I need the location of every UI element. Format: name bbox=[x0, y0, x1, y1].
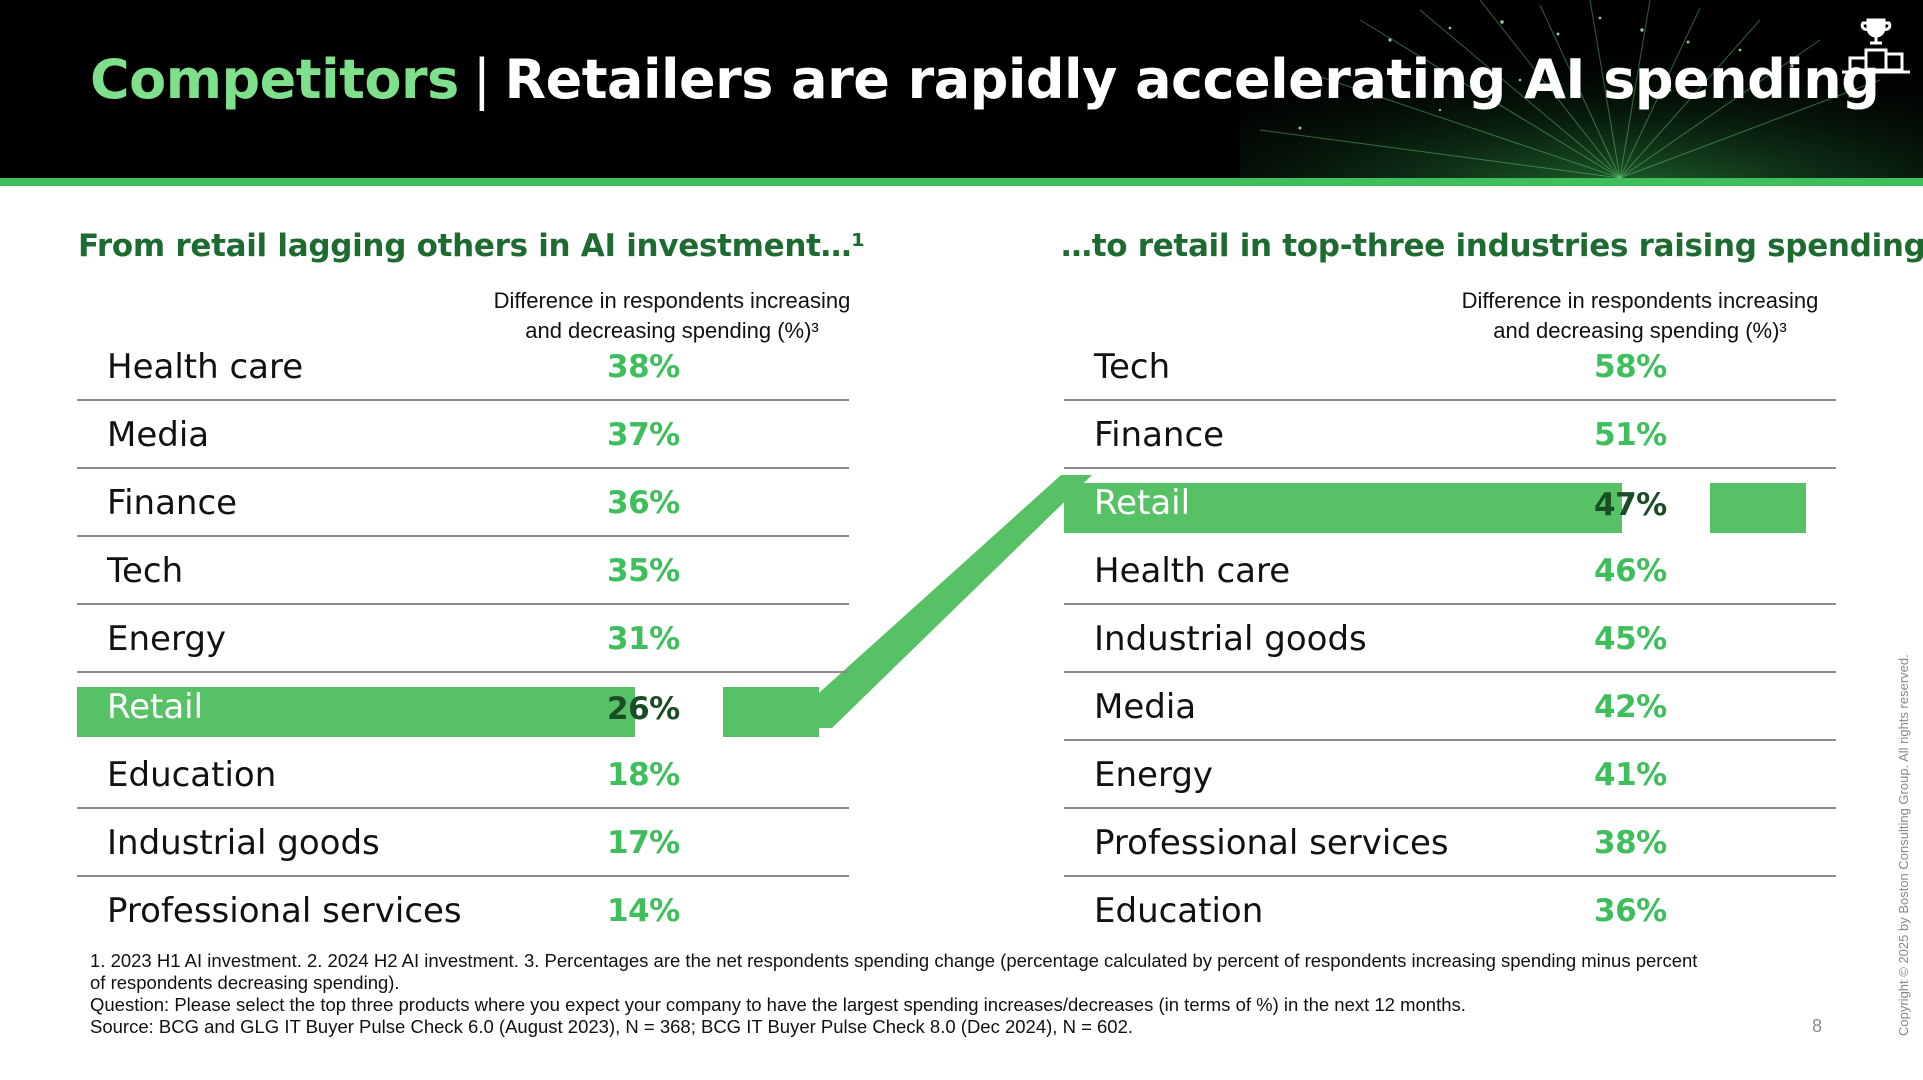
right-table-row: Health care 46% bbox=[1064, 537, 1836, 605]
left-row-label: Education bbox=[107, 755, 277, 795]
left-row-divider bbox=[77, 399, 849, 401]
right-row-value: 46% bbox=[1594, 553, 1667, 589]
left-table-row: Media 37% bbox=[77, 401, 849, 469]
left-row-value: 38% bbox=[607, 349, 680, 385]
left-row-divider bbox=[77, 603, 849, 605]
right-row-divider bbox=[1064, 603, 1836, 605]
right-row-value: 58% bbox=[1594, 349, 1667, 385]
right-table-row: Industrial goods 45% bbox=[1064, 605, 1836, 673]
left-row-value: 36% bbox=[607, 485, 680, 521]
header-banner: Competitors | Retailers are rapidly accele… bbox=[0, 0, 1923, 178]
right-panel-title: …to retail in top-three industries raisi… bbox=[1061, 228, 1923, 264]
title-accent: Competitors bbox=[90, 48, 459, 111]
question-note: Question: Please select the top three pr… bbox=[90, 994, 1466, 1015]
right-highlight-bar bbox=[1064, 483, 1622, 533]
left-row-divider bbox=[77, 875, 849, 877]
right-row-label: Finance bbox=[1094, 415, 1225, 455]
left-table-row: Retail 26% bbox=[77, 673, 849, 741]
left-table-row: Finance 36% bbox=[77, 469, 849, 537]
right-row-value: 38% bbox=[1594, 825, 1667, 861]
trophy-podium-icon bbox=[1842, 18, 1910, 74]
left-table-row: Professional services 14% bbox=[77, 877, 849, 945]
left-row-divider bbox=[77, 467, 849, 469]
source-note: Source: BCG and GLG IT Buyer Pulse Check… bbox=[90, 1016, 1134, 1037]
right-table-row: Professional services 38% bbox=[1064, 809, 1836, 877]
right-ranking-table: Tech 58% Finance 51% Retail 47% Health care 46%… bbox=[1064, 333, 1836, 945]
right-row-value: 42% bbox=[1594, 689, 1667, 725]
right-row-label: Industrial goods bbox=[1094, 619, 1367, 659]
right-highlight-bar-end bbox=[1710, 483, 1806, 533]
title-separator: | bbox=[472, 48, 491, 111]
left-row-divider bbox=[77, 807, 849, 809]
right-row-label: Retail bbox=[1094, 483, 1191, 523]
right-table-row: Energy 41% bbox=[1064, 741, 1836, 809]
right-table-row: Media 42% bbox=[1064, 673, 1836, 741]
right-row-value: 36% bbox=[1594, 893, 1667, 929]
left-row-label: Industrial goods bbox=[107, 823, 380, 863]
footnote-line: of respondents decreasing spending). bbox=[90, 972, 400, 993]
right-row-divider bbox=[1064, 807, 1836, 809]
left-row-value: 31% bbox=[607, 621, 680, 657]
left-row-label: Finance bbox=[107, 483, 238, 523]
right-row-divider bbox=[1064, 399, 1836, 401]
title-main: Retailers are rapidly accelerating AI sp… bbox=[504, 48, 1880, 111]
right-column-header: Difference in respondents increasing and… bbox=[1440, 286, 1840, 346]
right-row-divider bbox=[1064, 671, 1836, 673]
copyright-notice: Copyright © 2025 by Boston Consulting Gr… bbox=[1896, 654, 1911, 1036]
left-row-value: 17% bbox=[607, 825, 680, 861]
left-column-header-line2: and decreasing spending (%)³ bbox=[525, 318, 819, 343]
left-highlight-bar-end bbox=[723, 687, 819, 737]
left-table-row: Health care 38% bbox=[77, 333, 849, 401]
left-highlight-bar bbox=[77, 687, 635, 737]
left-row-divider bbox=[77, 671, 849, 673]
right-column-header-line2: and decreasing spending (%)³ bbox=[1493, 318, 1787, 343]
right-table-row: Tech 58% bbox=[1064, 333, 1836, 401]
left-table-row: Industrial goods 17% bbox=[77, 809, 849, 877]
page-number: 8 bbox=[1812, 1016, 1823, 1036]
left-table-row: Tech 35% bbox=[77, 537, 849, 605]
left-row-value: 14% bbox=[607, 893, 680, 929]
right-table-row: Education 36% bbox=[1064, 877, 1836, 945]
right-row-value: 41% bbox=[1594, 757, 1667, 793]
left-row-label: Tech bbox=[107, 551, 184, 591]
right-row-value: 45% bbox=[1594, 621, 1667, 657]
left-panel-title: From retail lagging others in AI investm… bbox=[78, 228, 865, 264]
right-row-label: Media bbox=[1094, 687, 1197, 727]
right-row-label: Tech bbox=[1094, 347, 1171, 387]
left-row-value: 18% bbox=[607, 757, 680, 793]
right-row-label: Energy bbox=[1094, 755, 1214, 795]
right-row-divider bbox=[1064, 875, 1836, 877]
right-row-divider bbox=[1064, 467, 1836, 469]
left-row-label: Professional services bbox=[107, 891, 462, 931]
footnotes: 1. 2023 H1 AI investment. 2. 2024 H2 AI … bbox=[90, 950, 1810, 1038]
left-row-divider bbox=[77, 535, 849, 537]
right-column-header-line1: Difference in respondents increasing bbox=[1461, 288, 1819, 313]
page-title: Competitors | Retailers are rapidly accele… bbox=[90, 48, 1880, 128]
left-row-value: 26% bbox=[607, 691, 680, 727]
left-row-label: Media bbox=[107, 415, 210, 455]
header-green-rule bbox=[0, 178, 1923, 186]
left-table-row: Education 18% bbox=[77, 741, 849, 809]
left-row-value: 35% bbox=[607, 553, 680, 589]
right-row-label: Health care bbox=[1094, 551, 1291, 591]
left-column-header: Difference in respondents increasing and… bbox=[472, 286, 872, 346]
right-table-row: Finance 51% bbox=[1064, 401, 1836, 469]
left-column-header-line1: Difference in respondents increasing bbox=[493, 288, 851, 313]
left-table-row: Energy 31% bbox=[77, 605, 849, 673]
left-row-label: Energy bbox=[107, 619, 227, 659]
fiber-optic-decoration bbox=[1240, 0, 1923, 178]
right-row-value: 47% bbox=[1594, 487, 1667, 523]
footnote-line: 1. 2023 H1 AI investment. 2. 2024 H2 AI … bbox=[90, 950, 1698, 971]
left-row-label: Retail bbox=[107, 687, 204, 727]
left-ranking-table: Health care 38% Media 37% Finance 36% Tech 35% E… bbox=[77, 333, 849, 945]
right-row-value: 51% bbox=[1594, 417, 1667, 453]
right-row-divider bbox=[1064, 739, 1836, 741]
right-row-label: Education bbox=[1094, 891, 1264, 931]
right-row-label: Professional services bbox=[1094, 823, 1449, 863]
right-table-row: Retail 47% bbox=[1064, 469, 1836, 537]
left-row-value: 37% bbox=[607, 417, 680, 453]
left-row-label: Health care bbox=[107, 347, 304, 387]
